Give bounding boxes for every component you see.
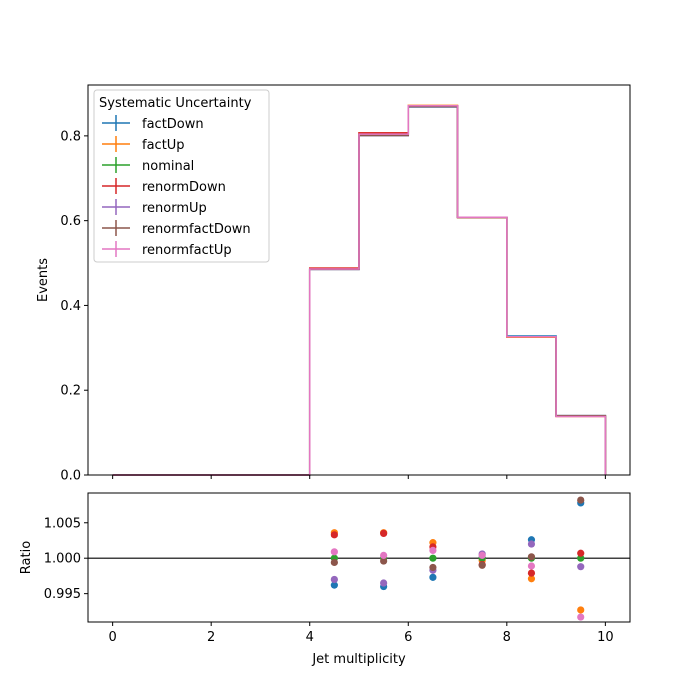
x-tick-label: 10	[597, 630, 614, 645]
ratio-point-renormfactDown	[429, 563, 437, 572]
ratio-x-ticks: 0 2 4 6 8 10	[108, 622, 614, 645]
ratio-point-renormfactDown	[380, 557, 388, 565]
ratio-point-renormfactDown	[478, 561, 486, 569]
ratio-series-renormfactUp	[330, 546, 585, 621]
legend-title: Systematic Uncertainty	[99, 96, 252, 111]
legend-entry-renormDown: renormDown	[102, 178, 226, 195]
ratio-point-renormDown	[577, 549, 585, 557]
ratio-y-tick-label: 1.000	[44, 552, 81, 567]
x-tick-label: 8	[503, 630, 511, 645]
main-y-tick-label: 0.8	[60, 129, 81, 144]
ratio-points-group	[330, 496, 585, 621]
ratio-point-renormfactDown	[330, 558, 338, 567]
x-tick-label: 4	[306, 630, 314, 645]
legend-box	[93, 89, 270, 263]
ratio-point-renormDown	[527, 569, 536, 577]
ratio-point-factDown	[429, 573, 437, 581]
jet-multiplicity-axis-label: Jet multiplicity	[311, 652, 406, 667]
ratio-point-renormUp	[527, 540, 536, 548]
legend: Systematic Uncertainty factDown factUp nom…	[93, 89, 270, 263]
x-tick-label: 2	[207, 630, 215, 645]
main-y-tick-label: 0.0	[60, 469, 81, 484]
ratio-point-renormUp	[330, 575, 338, 584]
ratio-point-renormfactUp	[478, 551, 486, 559]
legend-entries: factDown factUp nominal renormDown renormUp r…	[102, 115, 251, 258]
ratio-point-renormUp	[380, 579, 388, 587]
ratio-series-renormfactDown	[330, 496, 585, 572]
legend-label: renormUp	[142, 201, 207, 216]
legend-entry-renormfactDown: renormfactDown	[102, 220, 251, 237]
ratio-point-renormfactUp	[577, 613, 585, 621]
ratio-axis-label: Ratio	[19, 541, 34, 574]
legend-label: factUp	[142, 138, 185, 153]
ratio-plot-frame	[87, 492, 631, 623]
main-y-tick-label: 0.2	[60, 384, 81, 399]
ratio-y-tick-label: 1.005	[44, 516, 81, 531]
main-y-tick-label: 0.4	[60, 299, 81, 314]
legend-entry-renormfactUp: renormfactUp	[102, 241, 232, 258]
legend-label: nominal	[142, 159, 194, 174]
ratio-point-renormfactDown	[577, 496, 585, 504]
main-y-tick-label: 0.6	[60, 214, 81, 229]
ratio-point-renormDown	[380, 529, 388, 538]
main-x-ticks	[112, 475, 606, 479]
ratio-panel: 0.995 1.000 1.005 0 2 4 6 8 10 Ratio Jet multip…	[19, 492, 631, 667]
x-tick-label: 0	[108, 630, 116, 645]
legend-label: renormDown	[142, 180, 226, 195]
main-histogram-panel: 0.0 0.2 0.4 0.6 0.8 Events Systematic Uncert…	[36, 84, 631, 484]
ratio-point-nominal	[577, 554, 585, 562]
ratio-point-renormfactUp	[330, 548, 338, 556]
ratio-point-nominal	[429, 554, 437, 562]
legend-entry-factDown: factDown	[102, 115, 204, 132]
ratio-point-renormDown	[330, 531, 338, 539]
ratio-point-factDown	[330, 581, 338, 589]
ratio-point-renormfactUp	[380, 551, 388, 559]
legend-entry-nominal: nominal	[102, 157, 194, 174]
ratio-point-renormfactUp	[527, 562, 536, 570]
ratio-y-ticks: 0.995 1.000 1.005	[44, 516, 88, 602]
ratio-point-factUp	[577, 606, 585, 614]
legend-label: renormfactDown	[142, 222, 251, 237]
main-plot-frame	[87, 84, 631, 476]
ratio-y-tick-label: 0.995	[44, 587, 81, 602]
main-y-ticks: 0.0 0.2 0.4 0.6 0.8	[60, 129, 88, 484]
x-tick-label: 6	[404, 630, 412, 645]
legend-entry-renormUp: renormUp	[102, 199, 207, 216]
legend-label: renormfactUp	[142, 243, 232, 258]
legend-label: factDown	[142, 117, 204, 132]
legend-entry-factUp: factUp	[102, 136, 185, 153]
ratio-point-renormfactDown	[527, 553, 536, 561]
ratio-point-renormfactUp	[429, 546, 437, 555]
ratio-point-factUp	[527, 575, 536, 583]
events-axis-label: Events	[36, 258, 51, 302]
ratio-point-renormUp	[577, 563, 585, 571]
